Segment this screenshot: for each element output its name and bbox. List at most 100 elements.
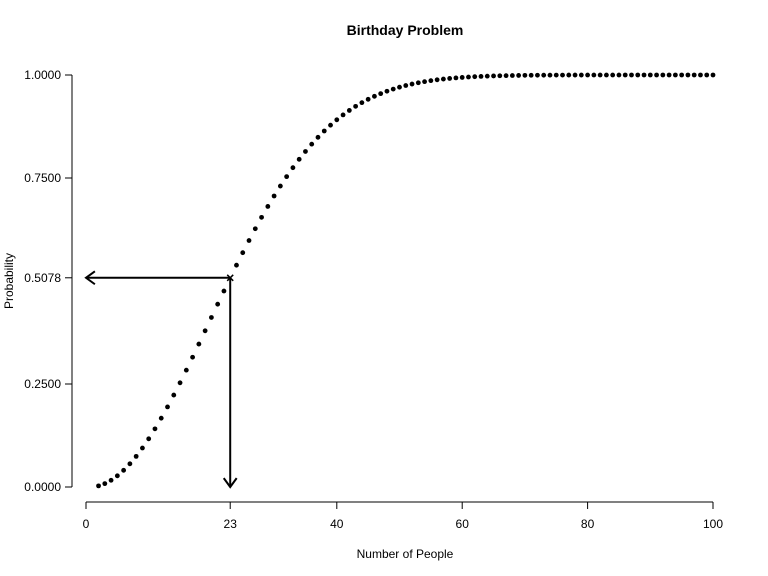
data-point bbox=[704, 72, 710, 78]
data-point bbox=[158, 415, 164, 421]
x-tick-label: 23 bbox=[224, 517, 238, 531]
data-point bbox=[271, 193, 277, 199]
data-point bbox=[202, 328, 208, 334]
data-point bbox=[710, 72, 716, 78]
data-point bbox=[422, 79, 427, 85]
arrow-head bbox=[222, 477, 238, 489]
data-point bbox=[252, 226, 258, 232]
data-point bbox=[691, 72, 697, 78]
data-point bbox=[127, 461, 133, 467]
data-point bbox=[259, 214, 264, 220]
data-point bbox=[165, 404, 170, 410]
x-tick-label: 80 bbox=[581, 517, 595, 531]
data-point bbox=[303, 149, 308, 154]
data-point bbox=[96, 483, 101, 489]
data-point bbox=[553, 72, 559, 78]
data-point bbox=[171, 392, 177, 398]
arrow-head bbox=[84, 270, 96, 286]
data-point bbox=[660, 72, 666, 78]
data-point bbox=[114, 473, 120, 479]
data-point bbox=[365, 96, 371, 102]
data-point bbox=[152, 426, 158, 432]
data-point bbox=[641, 72, 647, 78]
data-point bbox=[321, 128, 327, 134]
data-point bbox=[447, 76, 453, 81]
data-point bbox=[234, 262, 239, 268]
highlight-stroke bbox=[226, 274, 234, 282]
data-point bbox=[484, 73, 490, 79]
data-point bbox=[566, 72, 572, 78]
x-tick-label: 100 bbox=[703, 517, 723, 531]
data-point bbox=[340, 112, 346, 118]
data-point bbox=[466, 74, 471, 80]
data-point bbox=[359, 100, 365, 106]
data-point bbox=[209, 315, 214, 320]
chart-title: Birthday Problem bbox=[347, 22, 464, 38]
data-point bbox=[428, 78, 434, 84]
data-point bbox=[221, 288, 227, 294]
data-point bbox=[284, 174, 290, 180]
data-point bbox=[654, 72, 659, 78]
data-point bbox=[672, 72, 678, 78]
data-point bbox=[102, 481, 108, 487]
data-point bbox=[378, 91, 384, 97]
data-point bbox=[434, 77, 440, 83]
data-point bbox=[183, 367, 189, 373]
data-point bbox=[541, 72, 547, 78]
data-point bbox=[265, 204, 271, 209]
y-axis-label: Probability bbox=[2, 253, 16, 309]
data-point bbox=[528, 72, 534, 78]
data-point bbox=[647, 72, 653, 78]
data-point bbox=[196, 341, 202, 347]
data-point bbox=[384, 88, 390, 94]
data-point bbox=[390, 86, 396, 92]
x-tick-label: 0 bbox=[83, 517, 90, 531]
arrow bbox=[84, 270, 231, 286]
data-point bbox=[572, 72, 578, 78]
data-point bbox=[503, 73, 509, 79]
data-point bbox=[616, 72, 622, 78]
data-point bbox=[108, 477, 114, 483]
data-point bbox=[296, 156, 302, 162]
data-point bbox=[415, 80, 421, 86]
axes: 0.0000 0.2500 0.5078 0.7500 1.0000 0 23 40 60 80 1… bbox=[24, 68, 723, 531]
data-point bbox=[315, 134, 321, 140]
x-tick-label: 60 bbox=[456, 517, 470, 531]
highlight-marker bbox=[226, 274, 234, 282]
data-point bbox=[409, 81, 415, 87]
data-point bbox=[121, 467, 127, 473]
data-point bbox=[610, 72, 616, 78]
data-point bbox=[685, 72, 691, 78]
x-axis-label: Number of People bbox=[357, 547, 454, 561]
data-point bbox=[597, 72, 603, 78]
data-point bbox=[591, 72, 597, 78]
y-tick-label: 0.0000 bbox=[24, 480, 61, 494]
data-point bbox=[346, 108, 352, 113]
y-tick-label: 0.7500 bbox=[24, 171, 61, 185]
data-point bbox=[509, 73, 515, 78]
data-point bbox=[679, 72, 685, 78]
arrow bbox=[222, 277, 238, 489]
data-point bbox=[309, 141, 315, 147]
data-point bbox=[491, 73, 496, 79]
data-point bbox=[246, 238, 252, 243]
data-point bbox=[397, 84, 402, 90]
data-point bbox=[353, 103, 359, 109]
y-tick-label: 1.0000 bbox=[24, 68, 61, 82]
data-point bbox=[290, 165, 296, 171]
data-point bbox=[459, 75, 465, 80]
data-point bbox=[215, 301, 221, 307]
data-point bbox=[629, 72, 634, 78]
data-point bbox=[578, 72, 584, 78]
annotations bbox=[84, 270, 238, 489]
data-point bbox=[140, 445, 145, 451]
data-point bbox=[547, 72, 553, 78]
x-tick-label: 40 bbox=[330, 517, 344, 531]
data-point bbox=[522, 72, 528, 78]
data-point bbox=[478, 73, 484, 79]
data-point bbox=[277, 183, 283, 189]
data-point bbox=[146, 436, 152, 442]
data-point bbox=[622, 72, 628, 78]
y-tick-label: 0.2500 bbox=[24, 377, 61, 391]
data-point bbox=[453, 75, 459, 81]
